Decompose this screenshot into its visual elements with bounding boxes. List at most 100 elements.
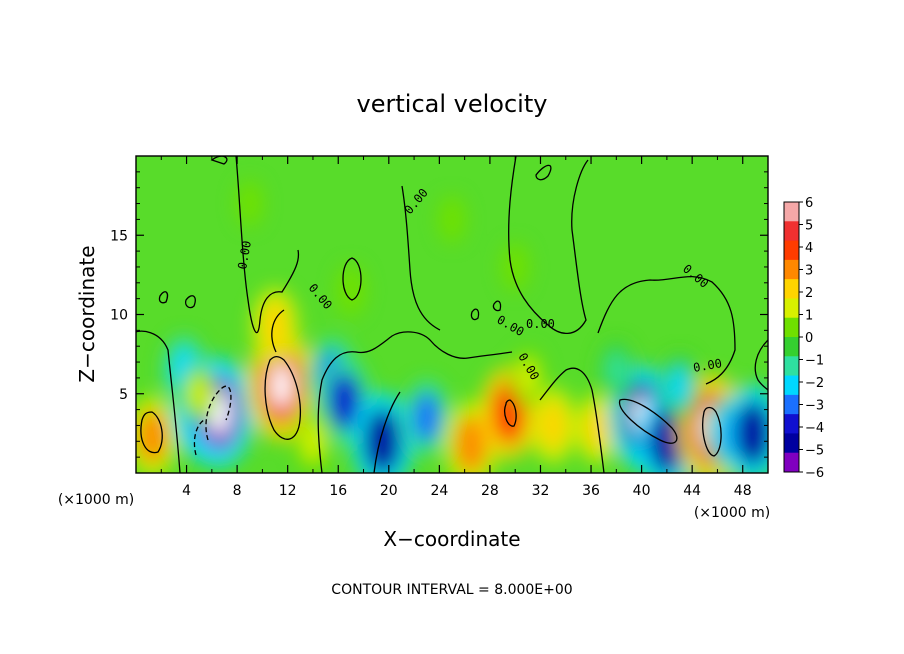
- contour-line: [535, 164, 552, 181]
- field-blob: [328, 373, 361, 431]
- contour-line: [140, 411, 163, 454]
- colorbar-swatch: [784, 240, 799, 261]
- colorbar-swatch: [784, 356, 799, 377]
- field-blob: [648, 409, 686, 473]
- field-blob: [443, 203, 461, 236]
- x-tick-label: 32: [532, 483, 550, 499]
- x-tick-label: 16: [329, 483, 347, 499]
- field-blob: [539, 400, 567, 451]
- field-blob: [517, 358, 539, 398]
- colorbar-tick-label: 0: [805, 331, 813, 346]
- colorbar-swatch: [784, 414, 799, 434]
- x-unit-left: (×1000 m): [58, 492, 134, 508]
- contour-label: 0.00: [692, 356, 723, 375]
- y-axis: 5 10 15: [110, 171, 768, 458]
- colorbar-tick-label: −3: [805, 399, 824, 414]
- x-axis: 4 8 12 16 20 24 28 32 36 40 44 48: [160, 156, 752, 499]
- contour-line: [205, 385, 232, 441]
- x-tick-label: 8: [233, 483, 242, 499]
- colorbar-swatch: [784, 259, 799, 280]
- contour-line: [470, 308, 480, 321]
- colorbar-swatch: [784, 221, 799, 242]
- field-blob: [506, 250, 524, 284]
- contour-line: [158, 291, 169, 304]
- field-blob: [413, 392, 441, 443]
- x-tick-label: 36: [582, 483, 600, 499]
- y-axis-label: Z−coordinate: [75, 245, 99, 382]
- colorbar-swatch: [784, 298, 799, 319]
- contour-line: [597, 275, 736, 385]
- field-blob: [261, 300, 289, 351]
- colorbar-swatch: [784, 433, 799, 454]
- contour-label: 0.00: [235, 240, 254, 271]
- colorbar-tick-label: 4: [805, 241, 813, 256]
- colorbar-swatch: [784, 202, 799, 222]
- field-blob-peak: [271, 364, 292, 408]
- x-axis-label: X−coordinate: [383, 527, 520, 551]
- field-blob: [241, 188, 258, 219]
- contour-line: [193, 419, 205, 456]
- contour-line: [401, 185, 441, 331]
- contour-line: [373, 391, 401, 473]
- colorbar-tick-label: −4: [805, 421, 824, 436]
- contour-line: [508, 156, 589, 335]
- field-blob: [188, 374, 210, 413]
- contour-line: [271, 309, 285, 353]
- x-tick-label: 4: [182, 483, 191, 499]
- x-tick-label: 48: [734, 483, 752, 499]
- contour-line: [342, 257, 362, 301]
- x-unit-right: (×1000 m): [694, 505, 770, 521]
- colorbar-swatch: [784, 452, 799, 473]
- colorbar-swatch: [784, 279, 799, 299]
- plot-area: [136, 156, 768, 473]
- colorbar-tick-label: 3: [805, 264, 813, 279]
- chart-title: vertical velocity: [357, 90, 548, 118]
- contour-line: [504, 399, 517, 427]
- field-blob: [455, 415, 487, 473]
- y-tick-label: 10: [110, 308, 128, 324]
- field-blob: [301, 420, 325, 463]
- contour-line: [317, 331, 513, 473]
- colorbar: 6 5 4 3 2 1 0 −1 −2 −3 −4 −5 −6: [783, 196, 824, 481]
- colorbar-swatch: [784, 375, 799, 396]
- zero-contour-lines: [136, 156, 768, 473]
- colorbar-tick-label: −6: [805, 466, 824, 481]
- field-blob: [734, 401, 768, 466]
- colorbar-tick-label: 5: [805, 219, 813, 234]
- colorbar-swatch: [784, 317, 799, 338]
- field-blob: [584, 405, 610, 452]
- y-tick-label: 15: [110, 228, 128, 244]
- contour-line: [539, 367, 605, 473]
- contour-line: [619, 398, 678, 444]
- colorbar-swatch: [784, 337, 799, 357]
- colorbar-tick-label: −1: [805, 354, 824, 369]
- y-tick-label: 5: [119, 387, 128, 403]
- x-tick-label: 20: [380, 483, 398, 499]
- contour-line: [136, 330, 181, 473]
- x-tick-label: 40: [633, 483, 651, 499]
- colorbar-tick-label: −5: [805, 444, 824, 459]
- x-tick-label: 28: [481, 483, 499, 499]
- colorbar-tick-label: −2: [805, 376, 824, 391]
- contour-line: [492, 300, 502, 312]
- velocity-field: [136, 179, 768, 473]
- field-blob: [605, 350, 627, 390]
- x-tick-label: 44: [683, 483, 701, 499]
- contour-line: [754, 339, 768, 391]
- contour-line: [264, 355, 302, 440]
- colorbar-swatch: [784, 394, 799, 415]
- contour-line: [184, 295, 196, 309]
- field-blob: [668, 364, 692, 407]
- colorbar-tick-label: 2: [805, 286, 813, 301]
- contour-label: 0.00: [526, 317, 555, 331]
- x-tick-label: 24: [430, 483, 448, 499]
- contour-line: [210, 156, 228, 165]
- colorbar-tick-label: 6: [805, 196, 813, 211]
- contour-line: [235, 156, 300, 334]
- contour-line: [702, 406, 722, 457]
- contour-interval-note: CONTOUR INTERVAL = 8.000E+00: [331, 582, 572, 598]
- field-blob: [364, 409, 401, 473]
- field-blob: [341, 273, 361, 308]
- colorbar-tick-label: 1: [805, 309, 813, 324]
